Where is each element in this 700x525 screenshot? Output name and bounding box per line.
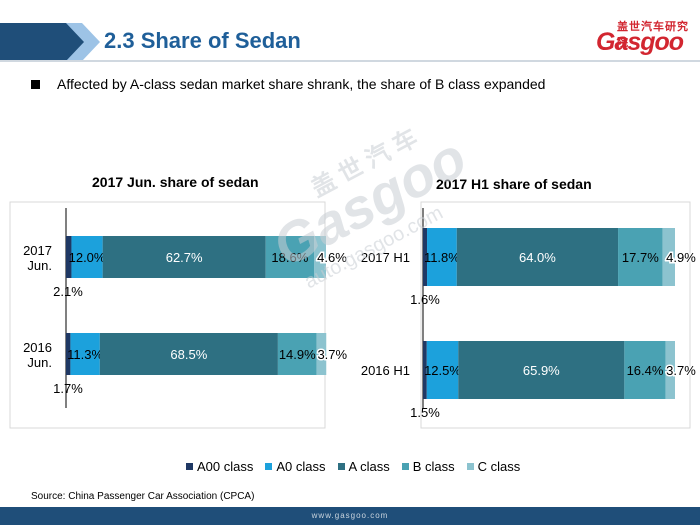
bar-segment-b-class [277,333,317,375]
legend-item-a0: A0 class [265,459,326,474]
header-divider [0,60,700,62]
bar-segment-b-class [618,228,663,286]
bar-segment-c-class [314,236,326,278]
data-label-a00-class: 1.5% [410,405,440,420]
data-label-c-class: 4.9% [666,250,696,265]
legend-swatch-a0 [265,463,273,470]
bar-segment-b-class [624,341,666,399]
legend-label-b: B class [412,459,455,474]
legend-swatch-a [337,463,345,470]
bar-segment-a-class [102,236,266,278]
bar-segment-a0-class [71,236,103,278]
legend-label-a0: A0 class [276,459,326,474]
page-title: 2.3 Share of Sedan [104,28,301,53]
category-label: 2016 Jun. [23,340,52,370]
bar-segment-a0-class [70,333,100,375]
data-label-c-class: 3.7% [317,347,347,362]
bar-segment-c-class [665,341,675,399]
source-note: Source: China Passenger Car Association … [31,491,255,502]
legend-item-a00: A00 class [186,459,253,474]
legend-swatch-a00 [186,463,193,470]
bar-segment-a00-class [423,341,427,399]
header-chevron-icon [0,23,100,61]
category-label: 2017 H1 [361,250,410,265]
data-label-a-class: 62.7% [166,250,203,265]
gasgoo-logo: Gasgoo [596,28,684,56]
category-label: 2017 Jun. [23,243,52,273]
footer-url: www.gasgoo.com [311,511,389,520]
legend-item-c: C class [466,459,521,474]
legend-label-a: A class [348,459,390,474]
chart-panel-border [9,201,326,429]
logo-chinese-text: 盖世汽车研究院 [617,21,689,49]
bar-segment-a-class [99,333,278,375]
header-bar: 2.3 Share of Sedan 盖世汽车研究院 Gasgoo [0,0,700,62]
data-label-a-class: 64.0% [519,250,556,265]
data-label-c-class: 4.6% [317,250,347,265]
bar-segment-a00-class [66,236,72,278]
bar-segment-a00-class [423,228,428,286]
data-label-a0-class: 12.5% [424,363,461,378]
legend-swatch-c [466,463,474,470]
bar-segment-a-class [456,228,619,286]
chart-title-left: 2017 Jun. share of sedan [92,174,259,190]
chart-title-right: 2017 H1 share of sedan [436,176,592,192]
data-label-a00-class: 1.6% [410,292,440,307]
legend-item-b: B class [401,459,455,474]
footer-band [0,507,700,525]
data-label-b-class: 17.7% [622,250,659,265]
bar-segment-c-class [662,228,675,286]
data-label-b-class: 16.4% [627,363,664,378]
data-label-a00-class: 2.1% [53,284,83,299]
legend-item-a: A class [337,459,390,474]
data-label-a0-class: 12.0% [69,250,106,265]
chart-panel-border [420,201,691,429]
data-label-a-class: 68.5% [170,347,207,362]
bar-segment-a00-class [66,333,71,375]
bullet-text: Affected by A-class sedan market share s… [57,76,546,92]
data-label-a00-class: 1.7% [53,381,83,396]
data-label-c-class: 3.7% [666,363,696,378]
legend-swatch-b [401,463,409,470]
bar-segment-a0-class [427,228,457,286]
legend-label-a00: A00 class [197,459,254,474]
bar-segment-a0-class [426,341,459,399]
legend-label-c: C class [477,459,521,474]
bar-segment-a-class [458,341,625,399]
data-label-b-class: 18.6% [271,250,308,265]
data-label-a0-class: 11.3% [67,347,103,362]
data-label-a-class: 65.9% [523,363,560,378]
bar-segment-b-class [265,236,315,278]
bar-segment-c-class [316,333,327,375]
data-label-a0-class: 11.8% [424,250,460,265]
chart-legend: A00 class A0 class A class B class C cla… [186,459,520,474]
category-label: 2016 H1 [361,363,410,378]
data-label-b-class: 14.9% [279,347,316,362]
bullet-square-icon [31,80,40,89]
